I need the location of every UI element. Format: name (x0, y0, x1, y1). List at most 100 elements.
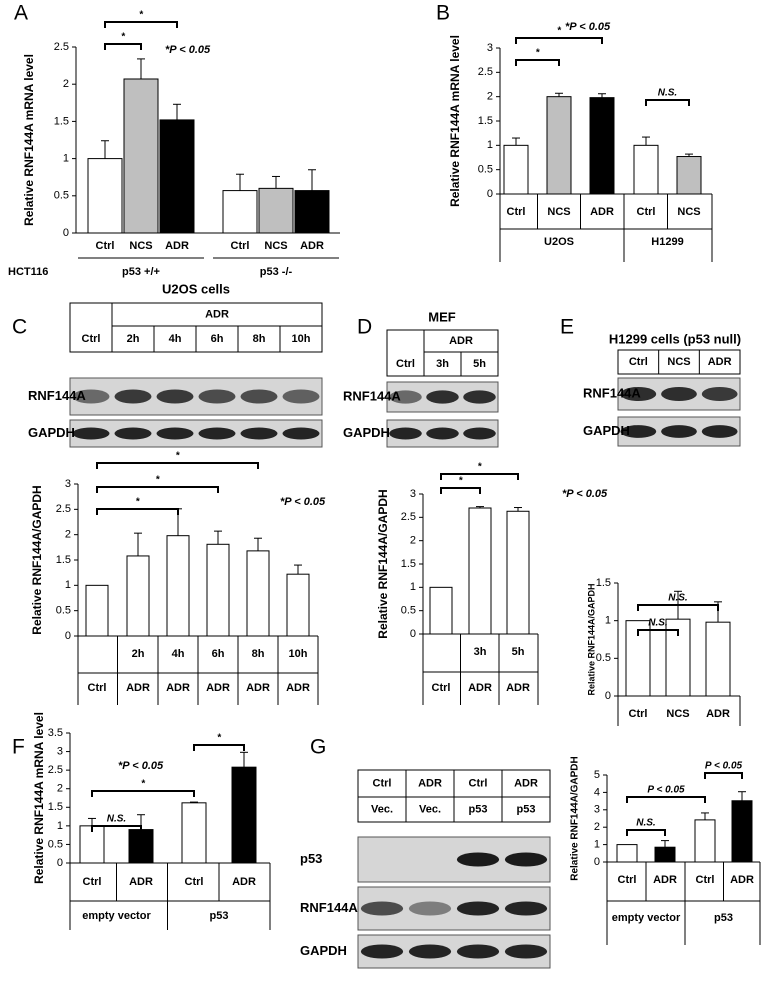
x-sub-label: ADR (126, 682, 150, 694)
y-tick-label: 1 (605, 615, 611, 627)
y-tick-label: 5 (594, 769, 600, 781)
x-sub-label: Ctrl (432, 682, 451, 694)
significance-bracket (515, 59, 560, 66)
x-tick-label: ADR (300, 240, 324, 252)
lane-label: Ctrl (82, 333, 101, 345)
bar (694, 819, 716, 863)
panel-label: F (12, 736, 25, 759)
x-sub-label: ADR (206, 682, 230, 694)
blot-row-label: GAPDH (28, 425, 75, 440)
x-sub-label: ADR (286, 682, 310, 694)
blot-band (198, 389, 236, 404)
blot-band (114, 427, 152, 440)
bar (231, 766, 257, 864)
blot-band (456, 852, 500, 867)
y-tick-label: 0 (594, 856, 600, 868)
y-tick-label: 2 (57, 783, 63, 795)
lane-label: 6h (211, 333, 224, 345)
blot-band (504, 944, 548, 959)
bar (258, 187, 294, 234)
panel-label: G (310, 736, 326, 759)
significance-label: N.S. (658, 88, 677, 99)
y-tick-label: 0 (410, 628, 416, 640)
lane-label: ADR (418, 777, 442, 789)
y-tick-label: 2.5 (401, 511, 416, 523)
lane-label: Vec. (371, 803, 393, 815)
blot-band (426, 390, 459, 404)
y-tick-label: 3 (594, 804, 600, 816)
x-tick-label: Ctrl (629, 708, 648, 720)
blot-band (240, 389, 278, 404)
bar (181, 802, 207, 864)
x-tick-label: 10h (289, 648, 308, 660)
blot-band (408, 901, 452, 916)
blot-band (701, 387, 738, 401)
significance-label: P < 0.05 (705, 761, 743, 772)
group-label: empty vector (82, 910, 151, 922)
blot-band (389, 390, 422, 404)
p-value-note: *P < 0.05 (565, 21, 611, 33)
significance-label: * (141, 779, 146, 790)
y-tick-label: 0.5 (401, 605, 416, 617)
significance-label: * (459, 476, 464, 487)
significance-bracket (704, 772, 743, 779)
blot-band (389, 427, 422, 440)
significance-bracket (645, 99, 690, 106)
blot-band (504, 901, 548, 916)
x-tick-label: ADR (165, 240, 189, 252)
y-tick-label: 2 (410, 535, 416, 547)
y-tick-label: 0 (605, 690, 611, 702)
bar (294, 190, 330, 234)
panel-label: B (436, 2, 450, 25)
blot-strip (69, 419, 323, 448)
y-tick-label: 2.5 (478, 66, 493, 78)
y-tick-label: 1 (63, 153, 69, 165)
y-tick-label: 0.5 (56, 605, 71, 617)
bar (503, 144, 529, 195)
y-tick-label: 0.5 (596, 652, 611, 664)
blot-band (282, 427, 320, 440)
significance-label: * (557, 26, 562, 37)
significance-bracket (91, 825, 142, 832)
bar (633, 144, 659, 195)
significance-bracket (626, 829, 666, 836)
x-tick-label: ADR (706, 708, 730, 720)
lane-label: Ctrl (469, 777, 488, 789)
lane-label: 3h (436, 358, 449, 370)
blot-band (240, 427, 278, 440)
bar (468, 507, 492, 635)
significance-label: N.S. (107, 814, 126, 825)
p-value-note: *P < 0.05 (280, 496, 326, 508)
blot-row-label: GAPDH (583, 423, 630, 438)
blot-band (156, 427, 194, 440)
blot-band (661, 425, 697, 438)
x-sub-label: Ctrl (88, 682, 107, 694)
bar (506, 510, 530, 635)
significance-label: N.S. (648, 618, 667, 629)
x-tick-label: Ctrl (507, 206, 526, 218)
blot-band (72, 427, 110, 440)
p-value-note: *P < 0.05 (562, 488, 608, 500)
y-tick-label: 1.5 (478, 115, 493, 127)
x-tick-label: NCS (547, 206, 570, 218)
y-tick-label: 1.5 (401, 558, 416, 570)
y-tick-label: 3 (487, 42, 493, 54)
y-axis-title: Relative RNF144A mRNA level (32, 712, 46, 884)
blot-row-label: GAPDH (300, 943, 347, 958)
blot-row-label: p53 (300, 851, 322, 866)
significance-bracket (637, 604, 719, 611)
x-tick-label: 6h (212, 648, 225, 660)
blot-band (426, 427, 459, 440)
x-tick-label: ADR (730, 874, 754, 886)
bar (126, 555, 150, 637)
blot-row-label: RNF144A (583, 385, 641, 400)
x-tick-label: 5h (512, 646, 525, 658)
y-axis-title: Relative RNF144A mRNA level (22, 54, 36, 226)
bar (546, 96, 572, 195)
y-axis-title: Relative RNF144A/GAPDH (586, 583, 596, 695)
bar (166, 535, 190, 637)
x-tick-label: NCS (666, 708, 689, 720)
x-tick-label: Ctrl (185, 876, 204, 888)
bar (85, 584, 109, 637)
